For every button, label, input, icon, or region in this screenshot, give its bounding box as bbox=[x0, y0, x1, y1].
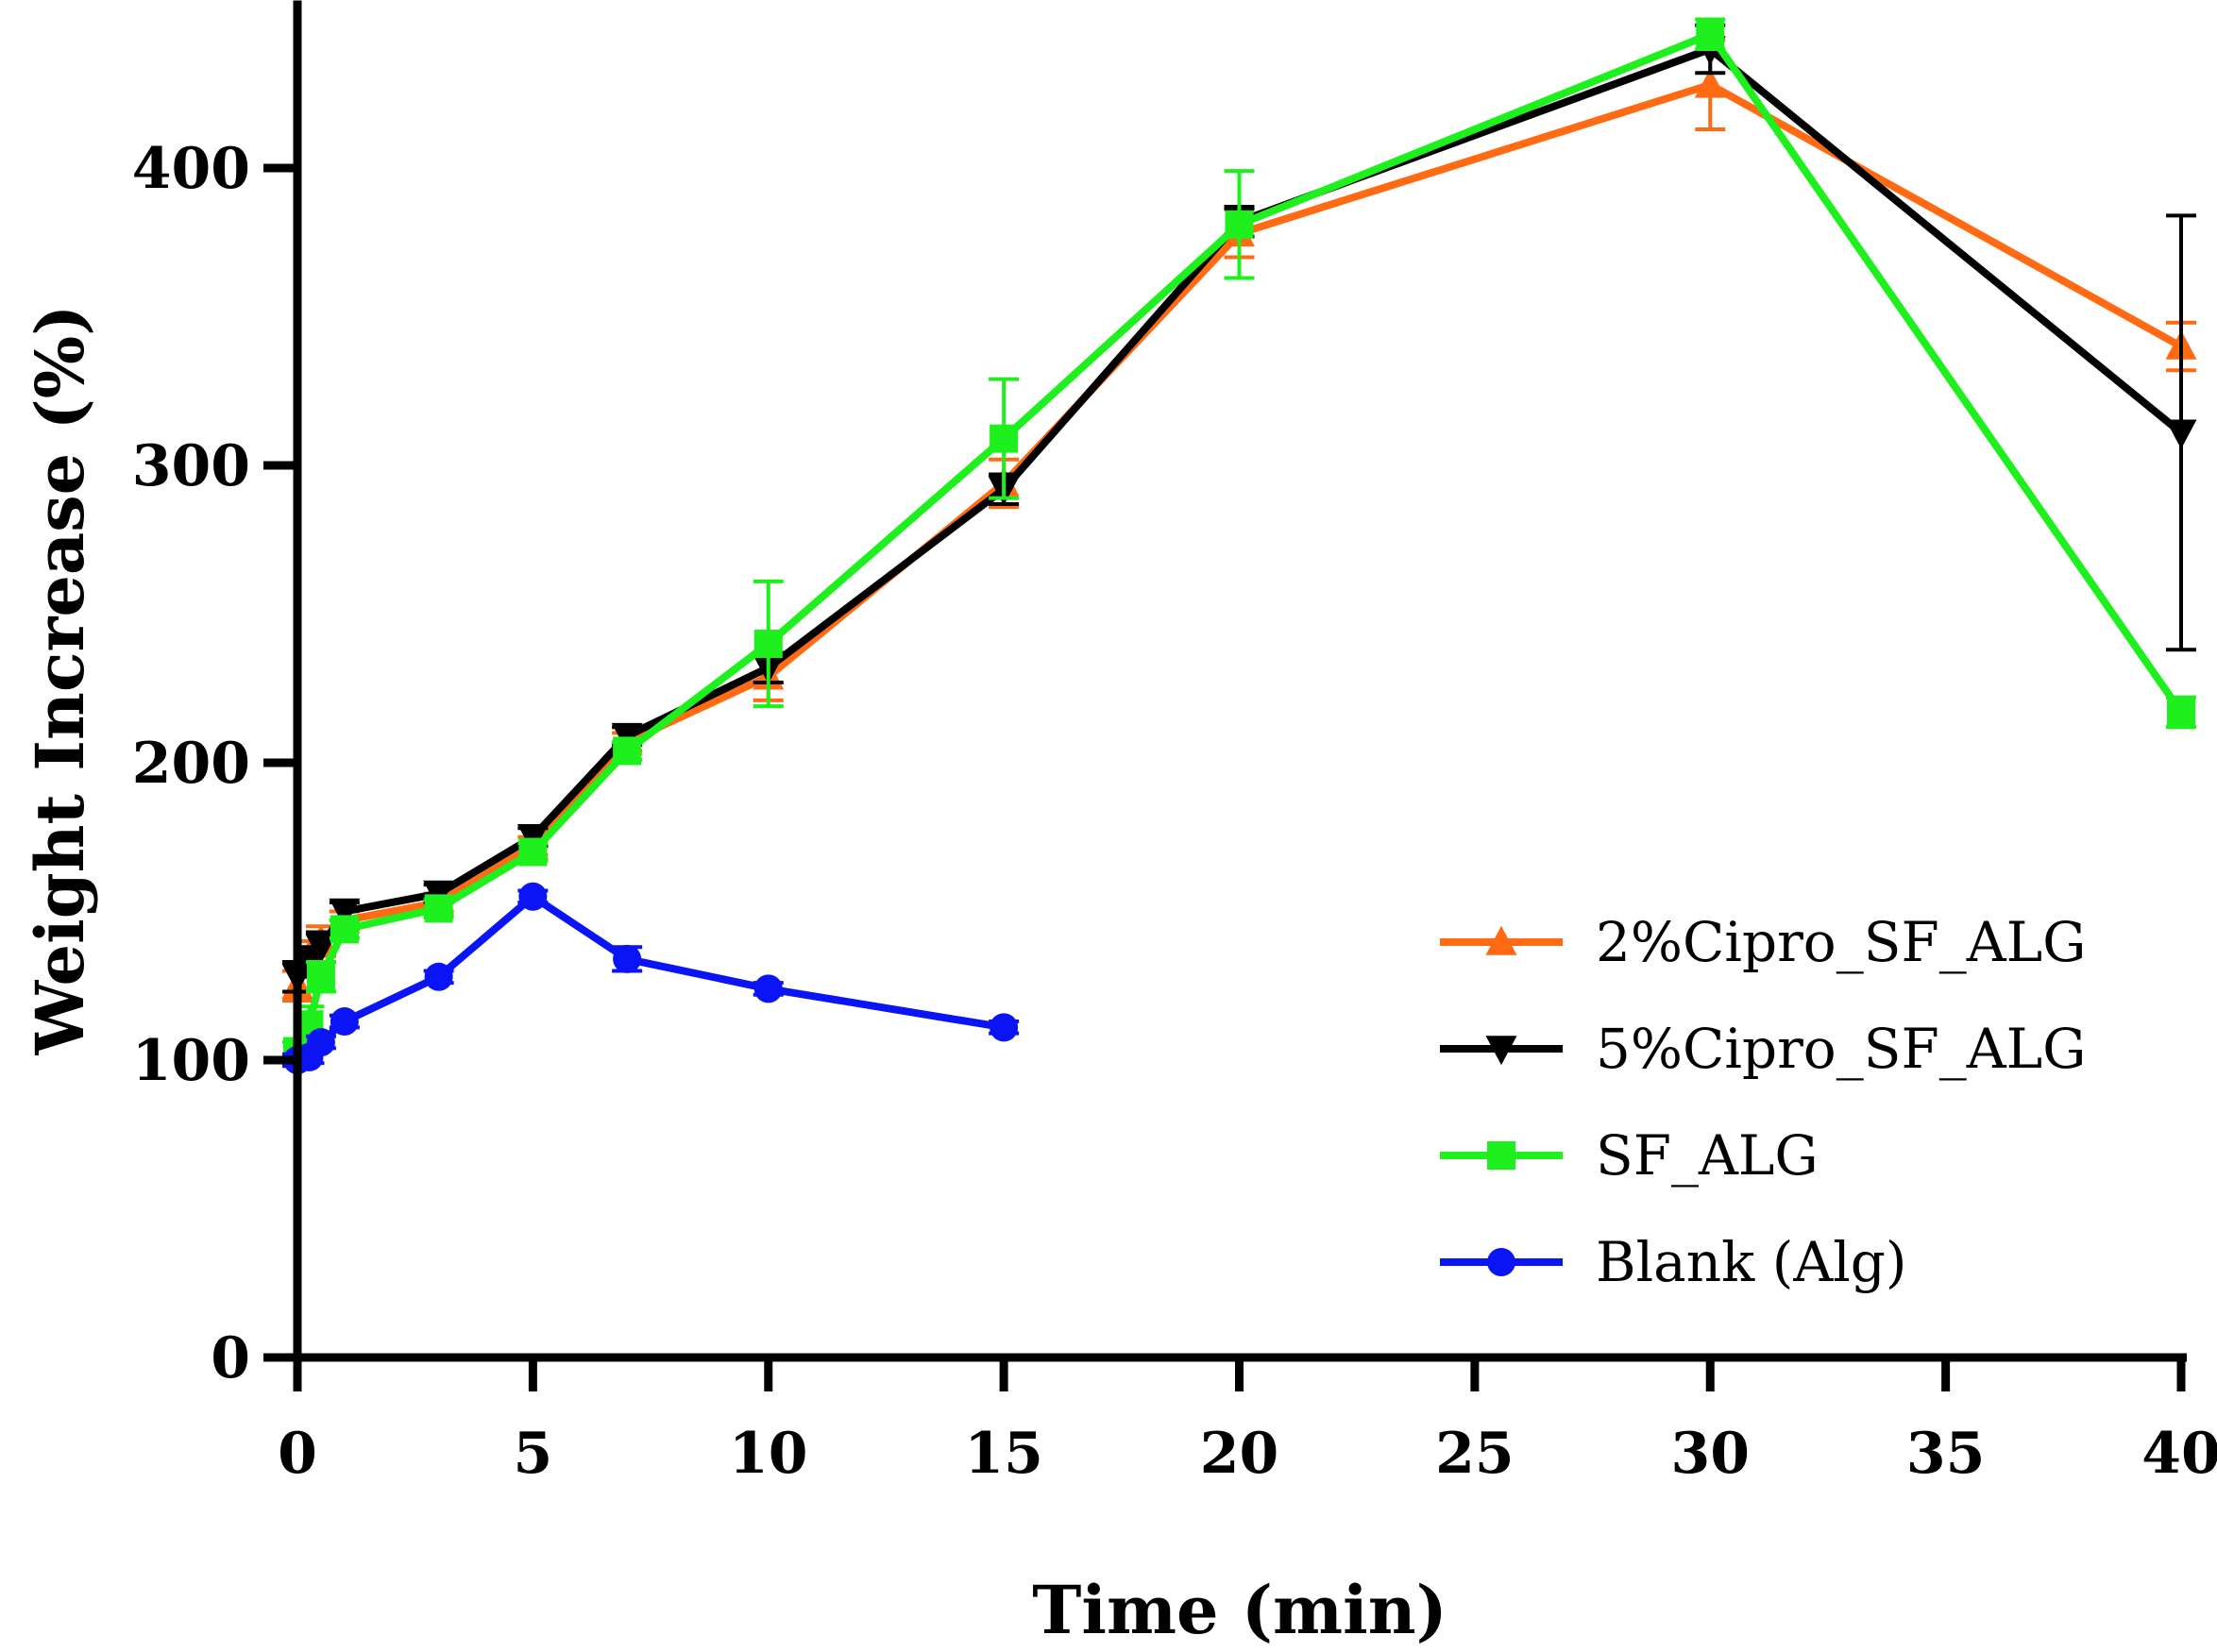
legend-label: SF_ALG bbox=[1596, 1123, 1819, 1188]
legend-item-2: SF_ALG bbox=[1440, 1123, 1819, 1188]
data-point bbox=[613, 736, 642, 766]
x-tick-label: 25 bbox=[1435, 1421, 1515, 1487]
y-tick-label: 400 bbox=[132, 136, 250, 202]
plot-series bbox=[281, 17, 2197, 1074]
data-point bbox=[2167, 698, 2195, 727]
x-tick-label: 0 bbox=[278, 1421, 317, 1487]
data-point bbox=[990, 1013, 1019, 1042]
legend-label: 2%Cipro_SF_ALG bbox=[1596, 910, 2086, 974]
data-point bbox=[424, 894, 453, 923]
data-point bbox=[753, 974, 783, 1003]
y-axis-title: Weight Increase (%) bbox=[21, 305, 99, 1056]
data-point bbox=[305, 934, 337, 964]
x-tick-label: 15 bbox=[964, 1421, 1043, 1487]
x-tick-label: 10 bbox=[729, 1421, 808, 1487]
x-tick-label: 30 bbox=[1671, 1421, 1751, 1487]
data-point bbox=[518, 882, 548, 911]
legend-label: Blank (Alg) bbox=[1596, 1230, 1907, 1294]
x-tick-label: 35 bbox=[1906, 1421, 1986, 1487]
data-point bbox=[306, 1028, 335, 1057]
data-point bbox=[753, 630, 783, 658]
legend-swatch-marker bbox=[1487, 1141, 1515, 1170]
x-tick-label: 20 bbox=[1200, 1421, 1279, 1487]
data-point bbox=[1225, 210, 1254, 239]
legend-swatch-marker bbox=[1487, 1248, 1515, 1276]
legend-item-3: Blank (Alg) bbox=[1440, 1230, 1907, 1294]
legend: 2%Cipro_SF_ALG 5%Cipro_SF_ALG SF_ALG Blank … bbox=[1440, 910, 2086, 1294]
data-point bbox=[518, 837, 548, 867]
data-point bbox=[613, 944, 642, 973]
data-point bbox=[330, 915, 359, 944]
data-point bbox=[990, 424, 1019, 453]
series-line bbox=[296, 892, 1005, 1064]
y-tick-label: 200 bbox=[132, 731, 250, 797]
legend-item-1: 5%Cipro_SF_ALG bbox=[1440, 1017, 2086, 1081]
x-tick-label: 40 bbox=[2141, 1421, 2217, 1487]
series-3 bbox=[282, 882, 1020, 1074]
legend-swatch-marker bbox=[1485, 1036, 1517, 1066]
data-point bbox=[424, 962, 453, 991]
x-axis-title: Time (min) bbox=[1032, 1571, 1447, 1649]
data-point bbox=[329, 898, 361, 928]
y-tick-label: 0 bbox=[211, 1325, 250, 1391]
legend-label: 5%Cipro_SF_ALG bbox=[1596, 1017, 2086, 1081]
data-point bbox=[1694, 68, 1726, 98]
data-point bbox=[1696, 20, 1725, 49]
data-point bbox=[330, 1007, 359, 1037]
data-point bbox=[2165, 419, 2197, 449]
y-tick-label: 100 bbox=[132, 1028, 250, 1094]
legend-item-0: 2%Cipro_SF_ALG bbox=[1440, 910, 2086, 974]
x-tick-label: 5 bbox=[514, 1421, 553, 1487]
legend-swatch-marker bbox=[1485, 925, 1517, 955]
y-tick-label: 300 bbox=[132, 433, 250, 499]
series-2 bbox=[282, 17, 2196, 1066]
data-point bbox=[306, 962, 335, 991]
